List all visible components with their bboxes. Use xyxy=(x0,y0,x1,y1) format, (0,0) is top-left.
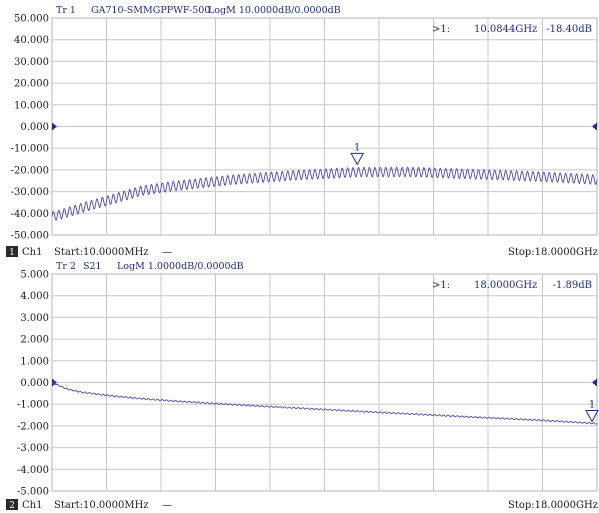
trace2-marker-readout-freq: 18.0000GHz xyxy=(474,280,537,291)
trace1-start-dash: — xyxy=(162,247,172,258)
trace2-ref-arrow-left xyxy=(52,378,57,387)
trace2-ytick-label: -5.000 xyxy=(17,487,49,498)
trace1-ytick-label: 50.000 xyxy=(14,14,49,25)
trace2-marker-readout-value: -1.89dB xyxy=(553,280,592,291)
trace2-channel-label: Ch1 xyxy=(22,500,42,511)
trace2-ytick-label: 0.000 xyxy=(20,378,49,389)
trace1-ytick-label: 20.000 xyxy=(14,79,49,90)
trace2-start-dash: — xyxy=(162,500,172,511)
trace1-channel-box xyxy=(6,246,18,257)
trace1-format: LogM 10.0000dB/0.0000dB xyxy=(208,5,341,16)
trace1-ytick-label: -40.000 xyxy=(11,209,49,220)
trace2-ytick-label: 1.000 xyxy=(20,356,49,367)
trace1-channel-number: 1 xyxy=(9,248,15,258)
trace2-ytick-label: 2.000 xyxy=(20,335,49,346)
trace1-ytick-label: 30.000 xyxy=(14,57,49,68)
trace1-start-label: Start:10.0000MHz xyxy=(54,247,149,258)
trace2-marker-label: 1 xyxy=(589,400,595,411)
trace2-format: LogM 1.0000dB/0.0000dB xyxy=(117,261,244,272)
trace1-marker-readout-value: -18.40dB xyxy=(546,24,592,35)
trace2-channel-box xyxy=(6,499,18,510)
trace1-ref-arrow-right xyxy=(592,122,597,131)
trace2-title: S21 xyxy=(83,261,102,272)
trace1-marker-1 xyxy=(350,152,365,166)
trace2-ytick-label: 3.000 xyxy=(20,313,49,324)
trace2-series-line xyxy=(51,381,598,425)
trace1-ytick-label: -20.000 xyxy=(11,165,49,176)
trace1-marker-label: 1 xyxy=(354,142,360,153)
trace1-ytick-label: 10.000 xyxy=(14,100,49,111)
trace1-marker-readout-index: >1: xyxy=(432,24,450,35)
trace2-marker-readout-index: >1: xyxy=(432,280,450,291)
trace2-ytick-label: -4.000 xyxy=(17,465,49,476)
trace1-stop-label: Stop:18.0000GHz xyxy=(508,247,598,258)
trace2-marker-1 xyxy=(585,410,599,423)
trace1-ytick-label: -50.000 xyxy=(11,231,49,242)
trace2-start-label: Start:10.0000MHz xyxy=(54,500,149,511)
trace1-channel-label: Ch1 xyxy=(22,247,42,258)
trace2-label: Tr 2 xyxy=(56,261,76,272)
trace1-ref-arrow-left xyxy=(52,122,57,131)
trace1-ytick-label: -10.000 xyxy=(11,144,49,155)
trace1-ytick-label: 40.000 xyxy=(14,35,49,46)
trace1-ytick-label: 0.000 xyxy=(20,122,49,133)
trace2-ytick-label: -3.000 xyxy=(17,443,49,454)
trace2-channel-number: 2 xyxy=(9,501,15,511)
trace1-ytick-label: -30.000 xyxy=(11,187,49,198)
trace2-ytick-label: -2.000 xyxy=(17,421,49,432)
trace1-marker-readout-freq: 10.0844GHz xyxy=(474,24,537,35)
trace2-stop-label: Stop:18.0000GHz xyxy=(508,500,598,511)
trace1-label: Tr 1 xyxy=(56,5,76,16)
trace2-ytick-label: 5.000 xyxy=(20,270,49,281)
trace1-title: GA710-SMMGPPWF-500 xyxy=(91,5,210,16)
trace2-ref-arrow-right xyxy=(592,378,597,387)
trace2-ytick-label: 4.000 xyxy=(20,291,49,302)
trace1-series-line xyxy=(51,166,598,221)
trace2-ytick-label: -1.000 xyxy=(17,400,49,411)
